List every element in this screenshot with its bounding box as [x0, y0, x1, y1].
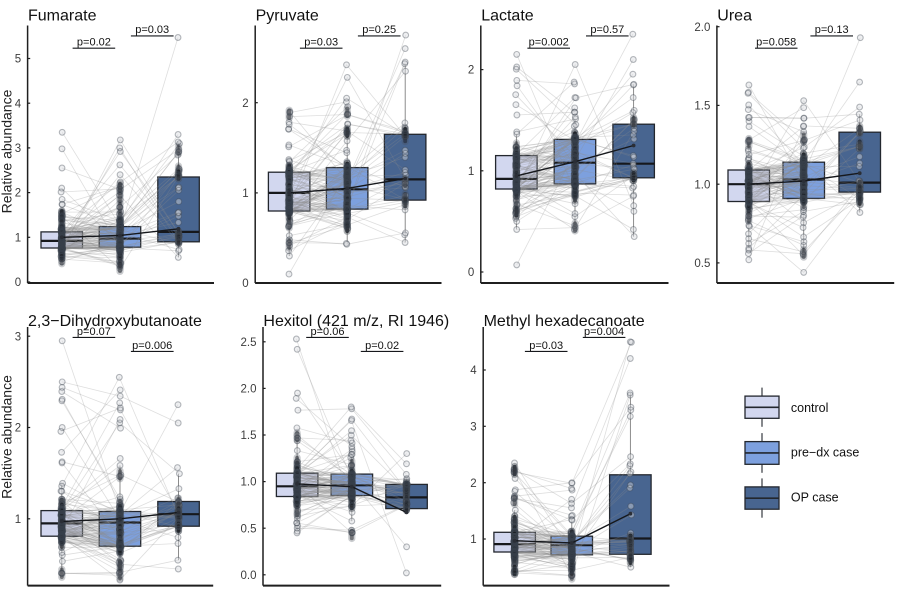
svg-text:control: control	[791, 401, 829, 415]
svg-text:1: 1	[468, 166, 474, 178]
svg-text:2.0: 2.0	[694, 22, 710, 34]
svg-text:1: 1	[15, 232, 21, 244]
svg-text:Lactate: Lactate	[481, 8, 534, 25]
svg-text:2.0: 2.0	[241, 384, 257, 396]
svg-text:p=0.25: p=0.25	[362, 24, 396, 36]
svg-text:1.5: 1.5	[241, 430, 257, 442]
svg-text:3: 3	[15, 143, 21, 155]
svg-text:1.5: 1.5	[694, 101, 710, 113]
svg-text:0: 0	[468, 267, 474, 279]
svg-text:0: 0	[242, 278, 248, 290]
svg-text:Relative abundance: Relative abundance	[0, 89, 15, 213]
svg-text:1.0: 1.0	[694, 179, 710, 191]
svg-text:p=0.57: p=0.57	[590, 24, 624, 36]
svg-text:1: 1	[242, 188, 248, 200]
svg-text:OP case: OP case	[791, 490, 839, 504]
svg-text:1: 1	[470, 534, 476, 546]
svg-text:4: 4	[470, 365, 477, 377]
svg-text:1.0: 1.0	[241, 477, 257, 489]
svg-text:0.5: 0.5	[694, 258, 710, 270]
svg-text:2: 2	[15, 188, 21, 200]
svg-text:Hexitol (421 m/z, RI 1946): Hexitol (421 m/z, RI 1946)	[263, 313, 449, 330]
svg-text:1: 1	[15, 514, 21, 526]
svg-text:p=0.006: p=0.006	[132, 340, 172, 352]
svg-text:4: 4	[15, 98, 22, 110]
svg-text:p=0.02: p=0.02	[365, 340, 399, 352]
svg-text:0: 0	[15, 277, 21, 289]
svg-text:p=0.058: p=0.058	[756, 36, 796, 48]
svg-text:p=0.004: p=0.004	[584, 326, 624, 338]
svg-text:3: 3	[470, 421, 476, 433]
svg-text:p=0.03: p=0.03	[304, 36, 338, 48]
svg-text:p=0.03: p=0.03	[135, 24, 169, 36]
svg-text:3: 3	[15, 331, 21, 343]
svg-text:pre−dx case: pre−dx case	[791, 446, 859, 460]
svg-text:p=0.07: p=0.07	[77, 326, 111, 338]
svg-text:Relative abundance: Relative abundance	[0, 375, 15, 499]
svg-text:p=0.002: p=0.002	[529, 36, 569, 48]
svg-text:2: 2	[242, 98, 248, 110]
svg-text:p=0.02: p=0.02	[77, 36, 111, 48]
svg-text:2.5: 2.5	[241, 337, 257, 349]
svg-text:0.0: 0.0	[241, 570, 257, 582]
svg-text:p=0.13: p=0.13	[815, 24, 849, 36]
svg-text:Fumarate: Fumarate	[28, 8, 97, 25]
svg-text:Pyruvate: Pyruvate	[256, 8, 319, 25]
svg-text:2: 2	[468, 65, 474, 77]
svg-text:5: 5	[15, 54, 21, 66]
svg-text:2,3−Dihydroxybutanoate: 2,3−Dihydroxybutanoate	[28, 313, 202, 330]
svg-text:2: 2	[470, 478, 476, 490]
svg-text:2: 2	[15, 423, 21, 435]
svg-text:p=0.03: p=0.03	[529, 340, 563, 352]
svg-text:0.5: 0.5	[241, 523, 257, 535]
svg-text:p=0.06: p=0.06	[311, 326, 345, 338]
svg-text:Urea: Urea	[717, 8, 752, 25]
